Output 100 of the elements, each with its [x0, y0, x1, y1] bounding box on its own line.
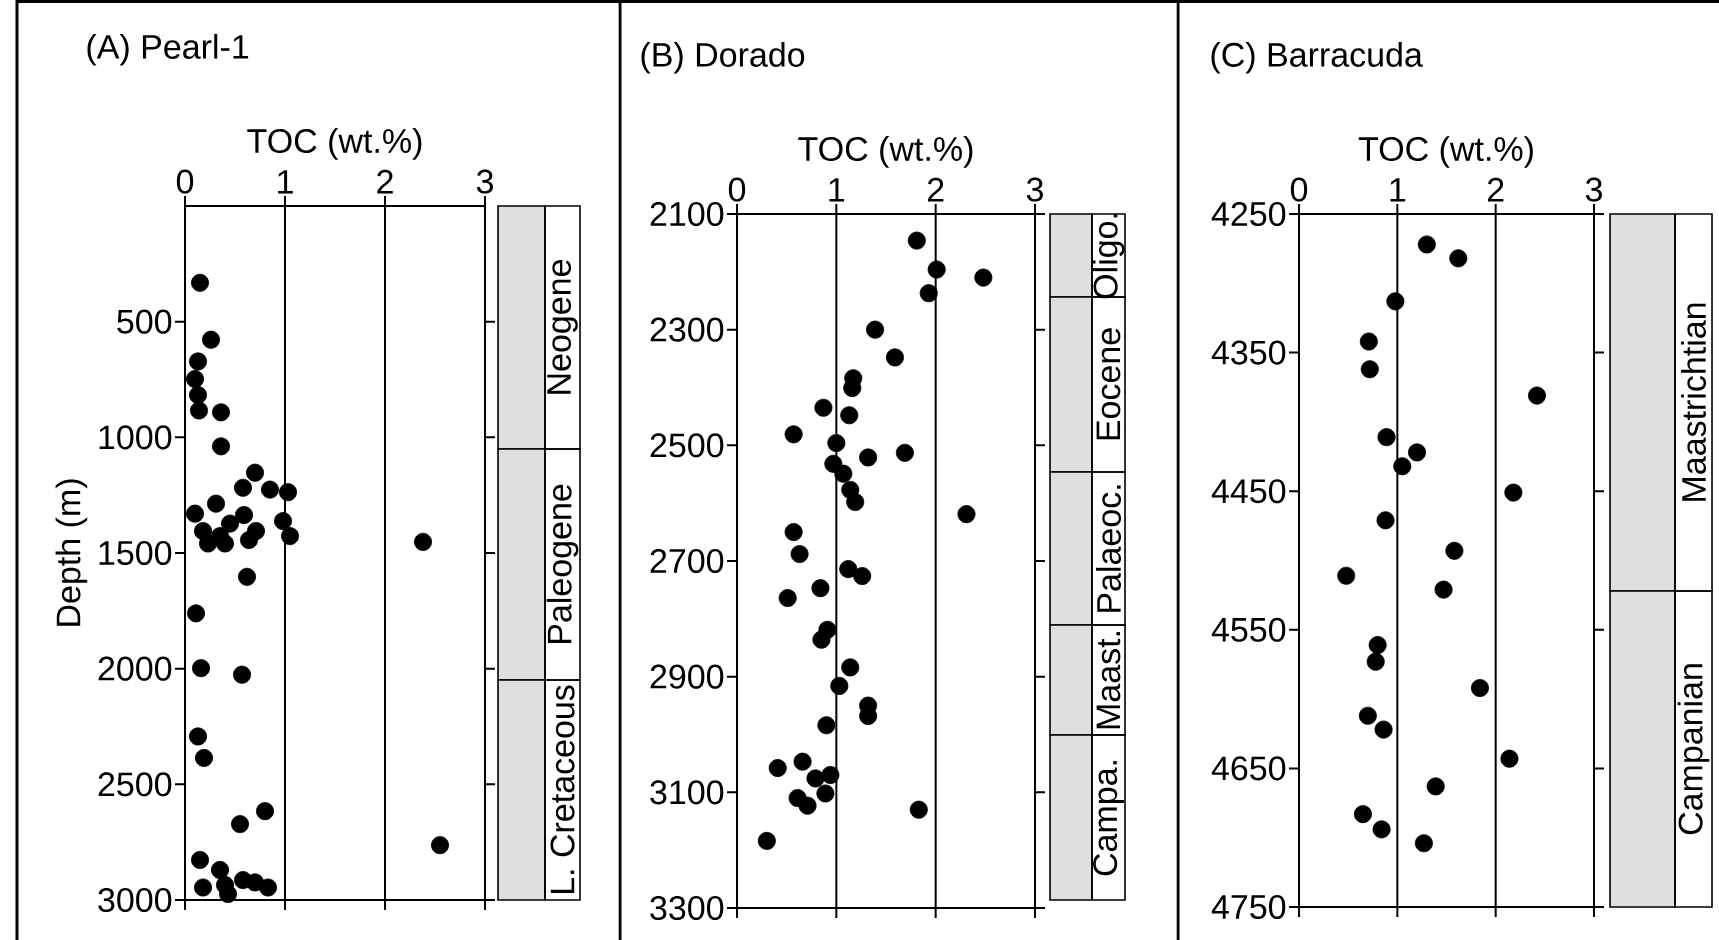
point — [1372, 820, 1391, 839]
text: Eocene — [1096, 328, 1121, 440]
x-tick-label: 1 — [278, 170, 293, 194]
point — [192, 659, 211, 678]
y-tick-label: 4450 — [1211, 479, 1286, 504]
point — [221, 514, 240, 533]
point — [1337, 566, 1356, 585]
y-tick-label: 2300 — [650, 317, 724, 342]
point — [907, 231, 926, 250]
point — [1434, 580, 1453, 599]
point — [1368, 636, 1387, 655]
point — [212, 403, 230, 422]
x-axis-title: TOC (wt.%) — [798, 136, 973, 168]
point — [259, 878, 278, 897]
y-tick-label: 2700 — [650, 548, 724, 574]
point — [189, 727, 207, 746]
point — [859, 448, 878, 467]
x-tick-label: 3 — [476, 169, 493, 194]
y-tick-label: 2900 — [650, 664, 724, 689]
point — [189, 352, 207, 371]
point — [957, 505, 976, 524]
y-tick-label: 3000 — [98, 887, 172, 913]
point — [186, 370, 205, 389]
point — [1360, 360, 1379, 379]
point — [202, 330, 221, 349]
y-tick-label: 1500 — [99, 540, 172, 566]
point — [1358, 706, 1377, 725]
x-tick-label: 0 — [1290, 177, 1308, 202]
point — [840, 406, 859, 425]
point — [281, 527, 299, 546]
y-tick-label: 2100 — [650, 201, 724, 227]
point — [1445, 541, 1464, 560]
point — [814, 398, 833, 417]
text: Campa. — [1093, 761, 1124, 876]
y-tick-label: 4350 — [1211, 340, 1286, 365]
point — [806, 769, 825, 788]
point — [839, 560, 858, 579]
text: Campanian — [1677, 664, 1710, 835]
point — [811, 579, 830, 598]
point — [846, 493, 865, 512]
point — [927, 260, 946, 279]
point — [790, 545, 809, 564]
y-axis-title: Depth (m) — [55, 479, 88, 626]
point — [853, 567, 872, 586]
point — [211, 860, 230, 879]
point — [1353, 805, 1372, 824]
point — [246, 463, 265, 482]
point — [757, 831, 776, 850]
text: Palaeoc. — [1096, 485, 1122, 612]
point — [1376, 511, 1395, 530]
point — [1500, 749, 1519, 768]
point — [821, 765, 840, 784]
point — [240, 531, 259, 550]
point — [189, 385, 207, 404]
point — [207, 494, 226, 513]
point — [1417, 235, 1436, 254]
y-tick-label: 3100 — [650, 780, 724, 805]
point — [274, 512, 293, 531]
point — [768, 759, 787, 778]
point — [1449, 249, 1468, 268]
text: Maastrichtian — [1681, 303, 1707, 501]
x-tick-label: 2 — [927, 177, 944, 202]
x-tick-label: 1 — [1390, 178, 1406, 202]
y-tick-label: 4750 — [1211, 894, 1286, 920]
y-tick-label: 2500 — [650, 433, 724, 458]
point — [827, 434, 846, 453]
point — [834, 464, 853, 483]
text: Oligo. — [1092, 214, 1125, 299]
y-tick-label: 4650 — [1211, 756, 1286, 781]
point — [234, 478, 253, 497]
point — [187, 604, 205, 623]
point — [235, 506, 253, 525]
chart-title: (C) Barracuda — [1211, 41, 1423, 74]
point — [909, 800, 928, 819]
y-tick-label: 4250 — [1211, 201, 1286, 227]
point — [793, 752, 812, 771]
y-tick-label: 1000 — [99, 425, 172, 450]
text: Neogene — [547, 260, 578, 394]
point — [431, 836, 450, 855]
point — [279, 483, 297, 502]
point — [1374, 720, 1393, 739]
point — [1359, 332, 1378, 351]
y-tick-label: 4550 — [1211, 617, 1286, 642]
point — [1426, 777, 1445, 796]
point — [212, 437, 230, 456]
y-tick-label: 500 — [117, 309, 172, 334]
point — [191, 850, 209, 869]
point — [778, 589, 797, 608]
point — [1377, 428, 1396, 447]
point — [199, 534, 217, 553]
point — [1527, 386, 1546, 405]
y-tick-label: 3300 — [650, 895, 724, 921]
point — [216, 534, 234, 553]
x-tick-label: 0 — [176, 169, 194, 194]
point — [414, 532, 433, 551]
point — [919, 284, 938, 303]
chart-title: (B) Dorado — [641, 41, 805, 74]
point — [784, 425, 803, 444]
x-tick-label: 0 — [728, 177, 746, 202]
x-tick-label: 3 — [1585, 177, 1602, 202]
